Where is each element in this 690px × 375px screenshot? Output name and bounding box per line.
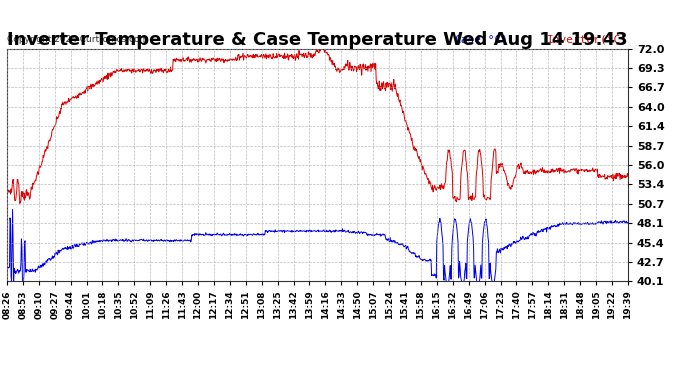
- Text: Copyright 2024 Curtronics.com: Copyright 2024 Curtronics.com: [7, 35, 148, 44]
- Text: Inverter(°C): Inverter(°C): [547, 34, 628, 44]
- Title: Inverter Temperature & Case Temperature Wed Aug 14 19:43: Inverter Temperature & Case Temperature …: [7, 31, 628, 49]
- Text: Case(°C): Case(°C): [454, 34, 508, 44]
